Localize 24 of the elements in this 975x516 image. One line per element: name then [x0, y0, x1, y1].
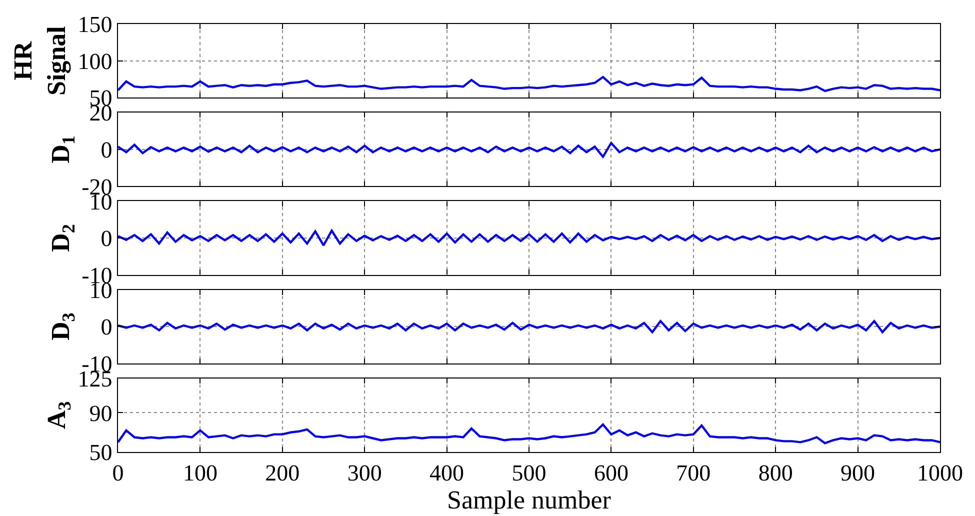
- x-tick-label: 100: [182, 460, 218, 486]
- y-axis-title: HR Signal: [8, 26, 72, 96]
- x-tick-label: 1000: [917, 460, 963, 486]
- x-tick-label: 800: [758, 460, 793, 486]
- x-tick-label: 900: [840, 460, 876, 486]
- x-tick-label: 700: [676, 460, 711, 486]
- y-tick-label: 100: [78, 48, 112, 74]
- x-tick-label: 600: [594, 460, 628, 486]
- y-tick-label: 0: [100, 226, 112, 252]
- x-tick-label: 400: [430, 460, 464, 486]
- x-axis-title: Sample number: [447, 486, 612, 515]
- y-tick-label: 150: [78, 12, 112, 38]
- y-tick-label: 50: [89, 440, 112, 466]
- line-series: [118, 320, 940, 334]
- line-series: [118, 423, 940, 444]
- line-series: [118, 142, 940, 158]
- line-series: [118, 76, 940, 92]
- x-tick-label: 500: [512, 460, 546, 486]
- x-tick-label: 300: [347, 460, 382, 486]
- y-tick-label: 90: [89, 400, 112, 426]
- y-tick-label: 0: [100, 137, 112, 162]
- x-tick-label: 200: [265, 460, 300, 486]
- y-tick-label: 0: [100, 314, 112, 340]
- line-series: [118, 230, 940, 246]
